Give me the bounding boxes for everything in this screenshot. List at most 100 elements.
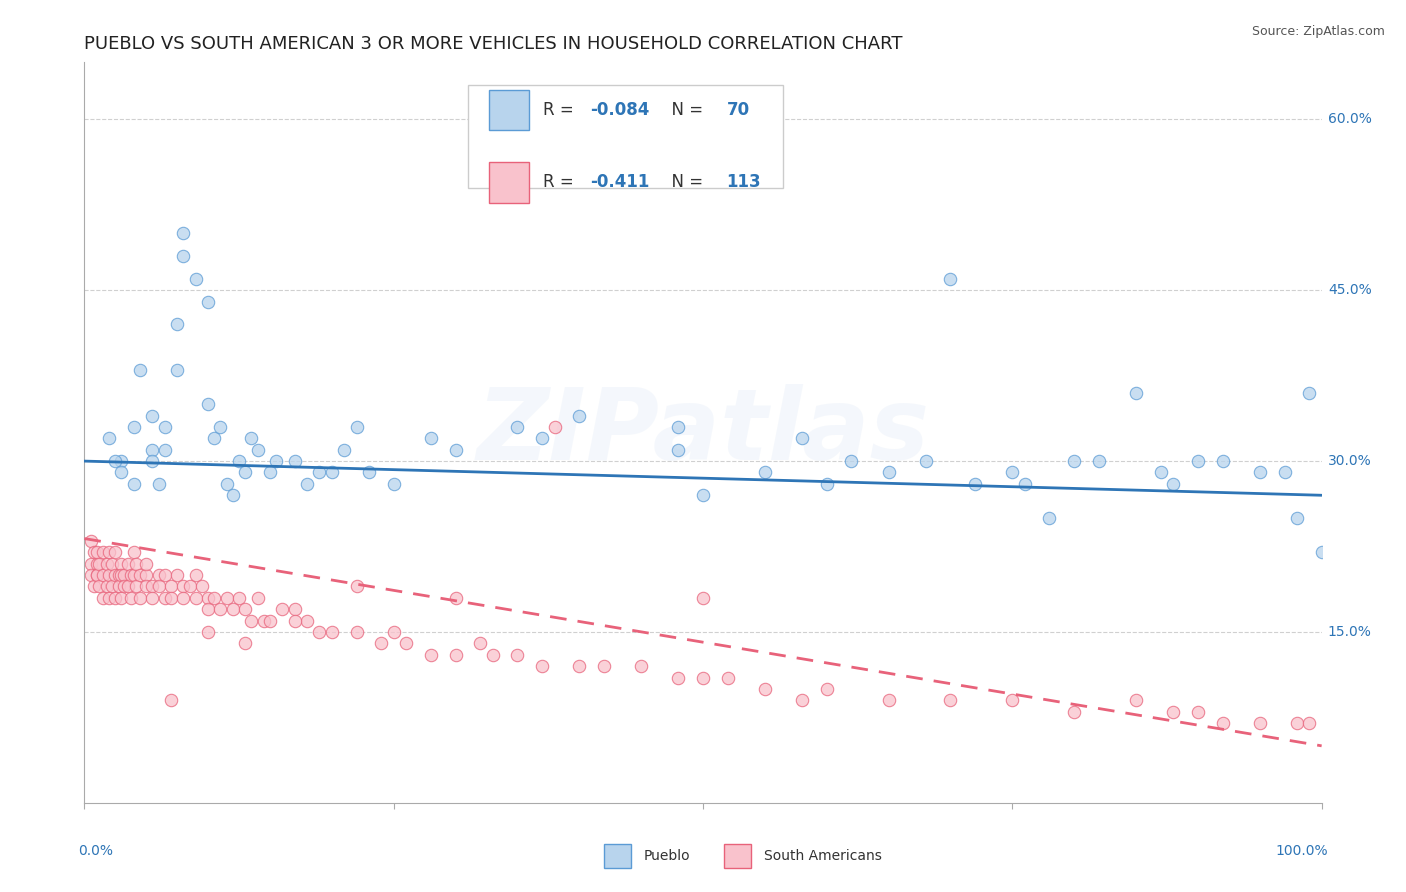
Point: [877, 466, 900, 480]
Point: [692, 671, 714, 685]
Point: [228, 591, 250, 605]
FancyBboxPatch shape: [724, 844, 751, 868]
Text: 45.0%: 45.0%: [1327, 284, 1372, 297]
Point: [1249, 466, 1271, 480]
FancyBboxPatch shape: [468, 85, 783, 188]
Point: [543, 420, 565, 434]
Text: 15.0%: 15.0%: [1327, 625, 1372, 639]
Point: [240, 431, 263, 445]
Point: [184, 272, 207, 286]
Point: [141, 409, 163, 423]
Point: [295, 614, 318, 628]
Point: [141, 579, 163, 593]
Point: [284, 454, 307, 468]
Point: [357, 466, 380, 480]
Point: [444, 442, 467, 457]
Text: PUEBLO VS SOUTH AMERICAN 3 OR MORE VEHICLES IN HOUSEHOLD CORRELATION CHART: PUEBLO VS SOUTH AMERICAN 3 OR MORE VEHIC…: [84, 35, 903, 53]
Point: [122, 568, 145, 582]
Point: [79, 533, 101, 548]
Point: [86, 568, 108, 582]
Point: [1125, 693, 1147, 707]
Point: [1001, 693, 1024, 707]
Point: [346, 624, 368, 639]
Text: 113: 113: [727, 173, 761, 191]
Point: [96, 579, 118, 593]
Point: [110, 568, 132, 582]
Point: [506, 420, 529, 434]
Point: [1212, 716, 1234, 731]
Point: [122, 545, 145, 559]
Point: [222, 488, 245, 502]
Point: [1298, 385, 1320, 400]
Point: [914, 454, 936, 468]
Point: [481, 648, 503, 662]
Point: [346, 420, 368, 434]
Point: [395, 636, 418, 650]
Point: [346, 579, 368, 593]
Point: [1063, 454, 1085, 468]
Point: [1187, 454, 1209, 468]
Point: [259, 614, 281, 628]
Point: [233, 466, 256, 480]
Point: [209, 420, 232, 434]
Point: [110, 454, 132, 468]
Point: [246, 591, 269, 605]
Text: South Americans: South Americans: [763, 849, 882, 863]
Point: [129, 568, 152, 582]
Point: [271, 602, 294, 616]
Point: [382, 624, 405, 639]
Text: 0.0%: 0.0%: [79, 844, 112, 857]
Point: [148, 579, 170, 593]
Point: [172, 579, 194, 593]
Text: N =: N =: [661, 101, 709, 119]
Point: [153, 568, 176, 582]
FancyBboxPatch shape: [605, 844, 631, 868]
Point: [104, 545, 127, 559]
Text: 100.0%: 100.0%: [1275, 844, 1327, 857]
Point: [104, 454, 127, 468]
Point: [717, 671, 740, 685]
Point: [1063, 705, 1085, 719]
Point: [815, 681, 838, 696]
Point: [308, 466, 330, 480]
Point: [419, 648, 441, 662]
Point: [790, 431, 813, 445]
Point: [939, 272, 962, 286]
Point: [83, 579, 105, 593]
Point: [568, 659, 591, 673]
Point: [197, 591, 219, 605]
Point: [89, 579, 111, 593]
Point: [197, 397, 219, 411]
Point: [117, 579, 139, 593]
Point: [104, 568, 127, 582]
Point: [197, 602, 219, 616]
Point: [110, 557, 132, 571]
Point: [692, 591, 714, 605]
Point: [1088, 454, 1111, 468]
Point: [209, 602, 232, 616]
Point: [790, 693, 813, 707]
Point: [1161, 705, 1184, 719]
Point: [284, 602, 307, 616]
Point: [1150, 466, 1173, 480]
Point: [666, 442, 689, 457]
Point: [153, 442, 176, 457]
Point: [98, 568, 121, 582]
Point: [197, 294, 219, 309]
Point: [1001, 466, 1024, 480]
Point: [382, 476, 405, 491]
Point: [122, 476, 145, 491]
Point: [166, 363, 188, 377]
Point: [240, 614, 263, 628]
Point: [444, 648, 467, 662]
Point: [470, 636, 492, 650]
Point: [160, 591, 183, 605]
Point: [100, 579, 122, 593]
Text: 30.0%: 30.0%: [1327, 454, 1372, 468]
Point: [160, 579, 183, 593]
Point: [666, 671, 689, 685]
Point: [939, 693, 962, 707]
Point: [295, 476, 318, 491]
Point: [1187, 705, 1209, 719]
Point: [666, 420, 689, 434]
